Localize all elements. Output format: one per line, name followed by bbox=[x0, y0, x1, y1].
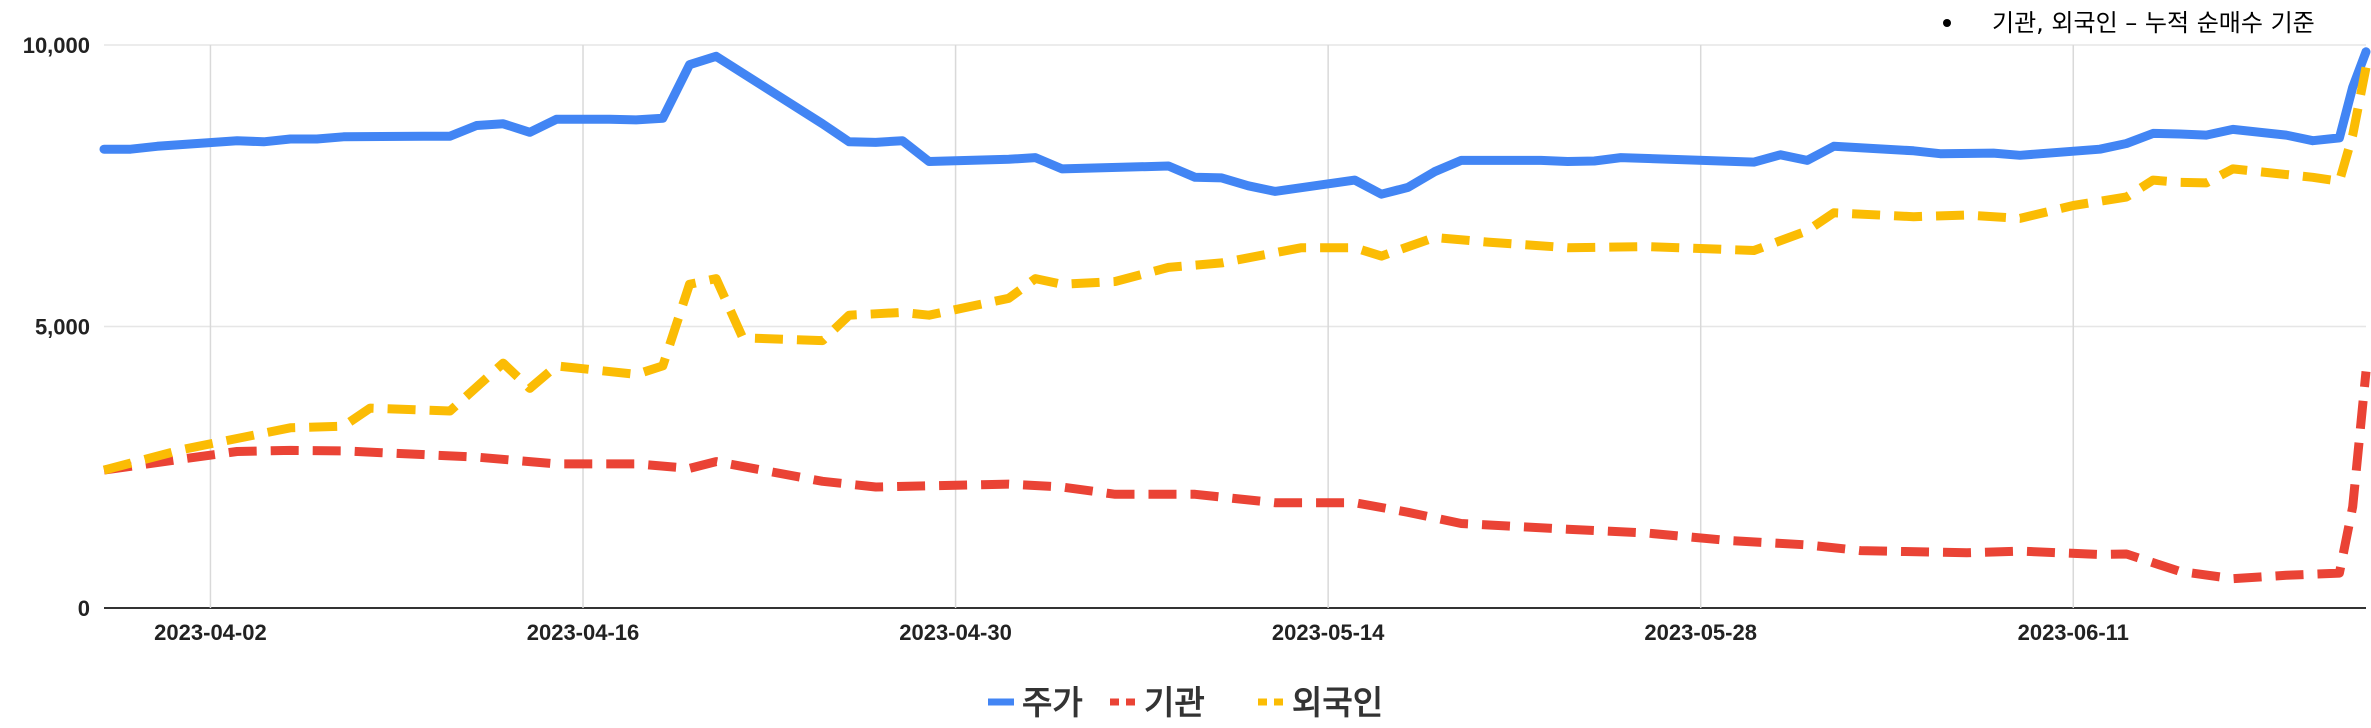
y-tick-label: 0 bbox=[78, 596, 90, 621]
legend-label: 기관 bbox=[1144, 683, 1205, 722]
x-tick-label: 2023-04-30 bbox=[899, 620, 1012, 645]
x-tick-label: 2023-05-14 bbox=[1272, 620, 1385, 645]
x-axis: 2023-04-02 2023-04-16 2023-04-30 2023-05-14… bbox=[154, 620, 2129, 645]
series-line-기관 bbox=[103, 371, 2371, 584]
x-tick-label: 2023-06-11 bbox=[2018, 620, 2129, 645]
y-tick-label: 5,000 bbox=[35, 315, 90, 340]
series-line-외국인 bbox=[102, 66, 2371, 475]
chart-note: 기관, 외국인 – 누적 순매수 기준 bbox=[1943, 9, 2315, 37]
legend-label: 외국인 bbox=[1292, 683, 1383, 722]
x-tick-label: 2023-04-02 bbox=[154, 620, 267, 645]
legend: 주가 기관 외국인 bbox=[988, 683, 1383, 722]
y-tick-label: 10,000 bbox=[23, 33, 90, 58]
series-line-주가 bbox=[99, 47, 2371, 199]
y-axis: 0 5,000 10,000 bbox=[23, 33, 90, 621]
note-bullet bbox=[1943, 19, 1951, 27]
note-text: 기관, 외국인 – 누적 순매수 기준 bbox=[1992, 9, 2315, 37]
legend-label: 주가 bbox=[1022, 683, 1083, 722]
grid-lines bbox=[104, 44, 2366, 609]
series-lines bbox=[99, 47, 2371, 584]
x-tick-label: 2023-04-16 bbox=[527, 620, 640, 645]
x-tick-label: 2023-05-28 bbox=[1644, 620, 1757, 645]
